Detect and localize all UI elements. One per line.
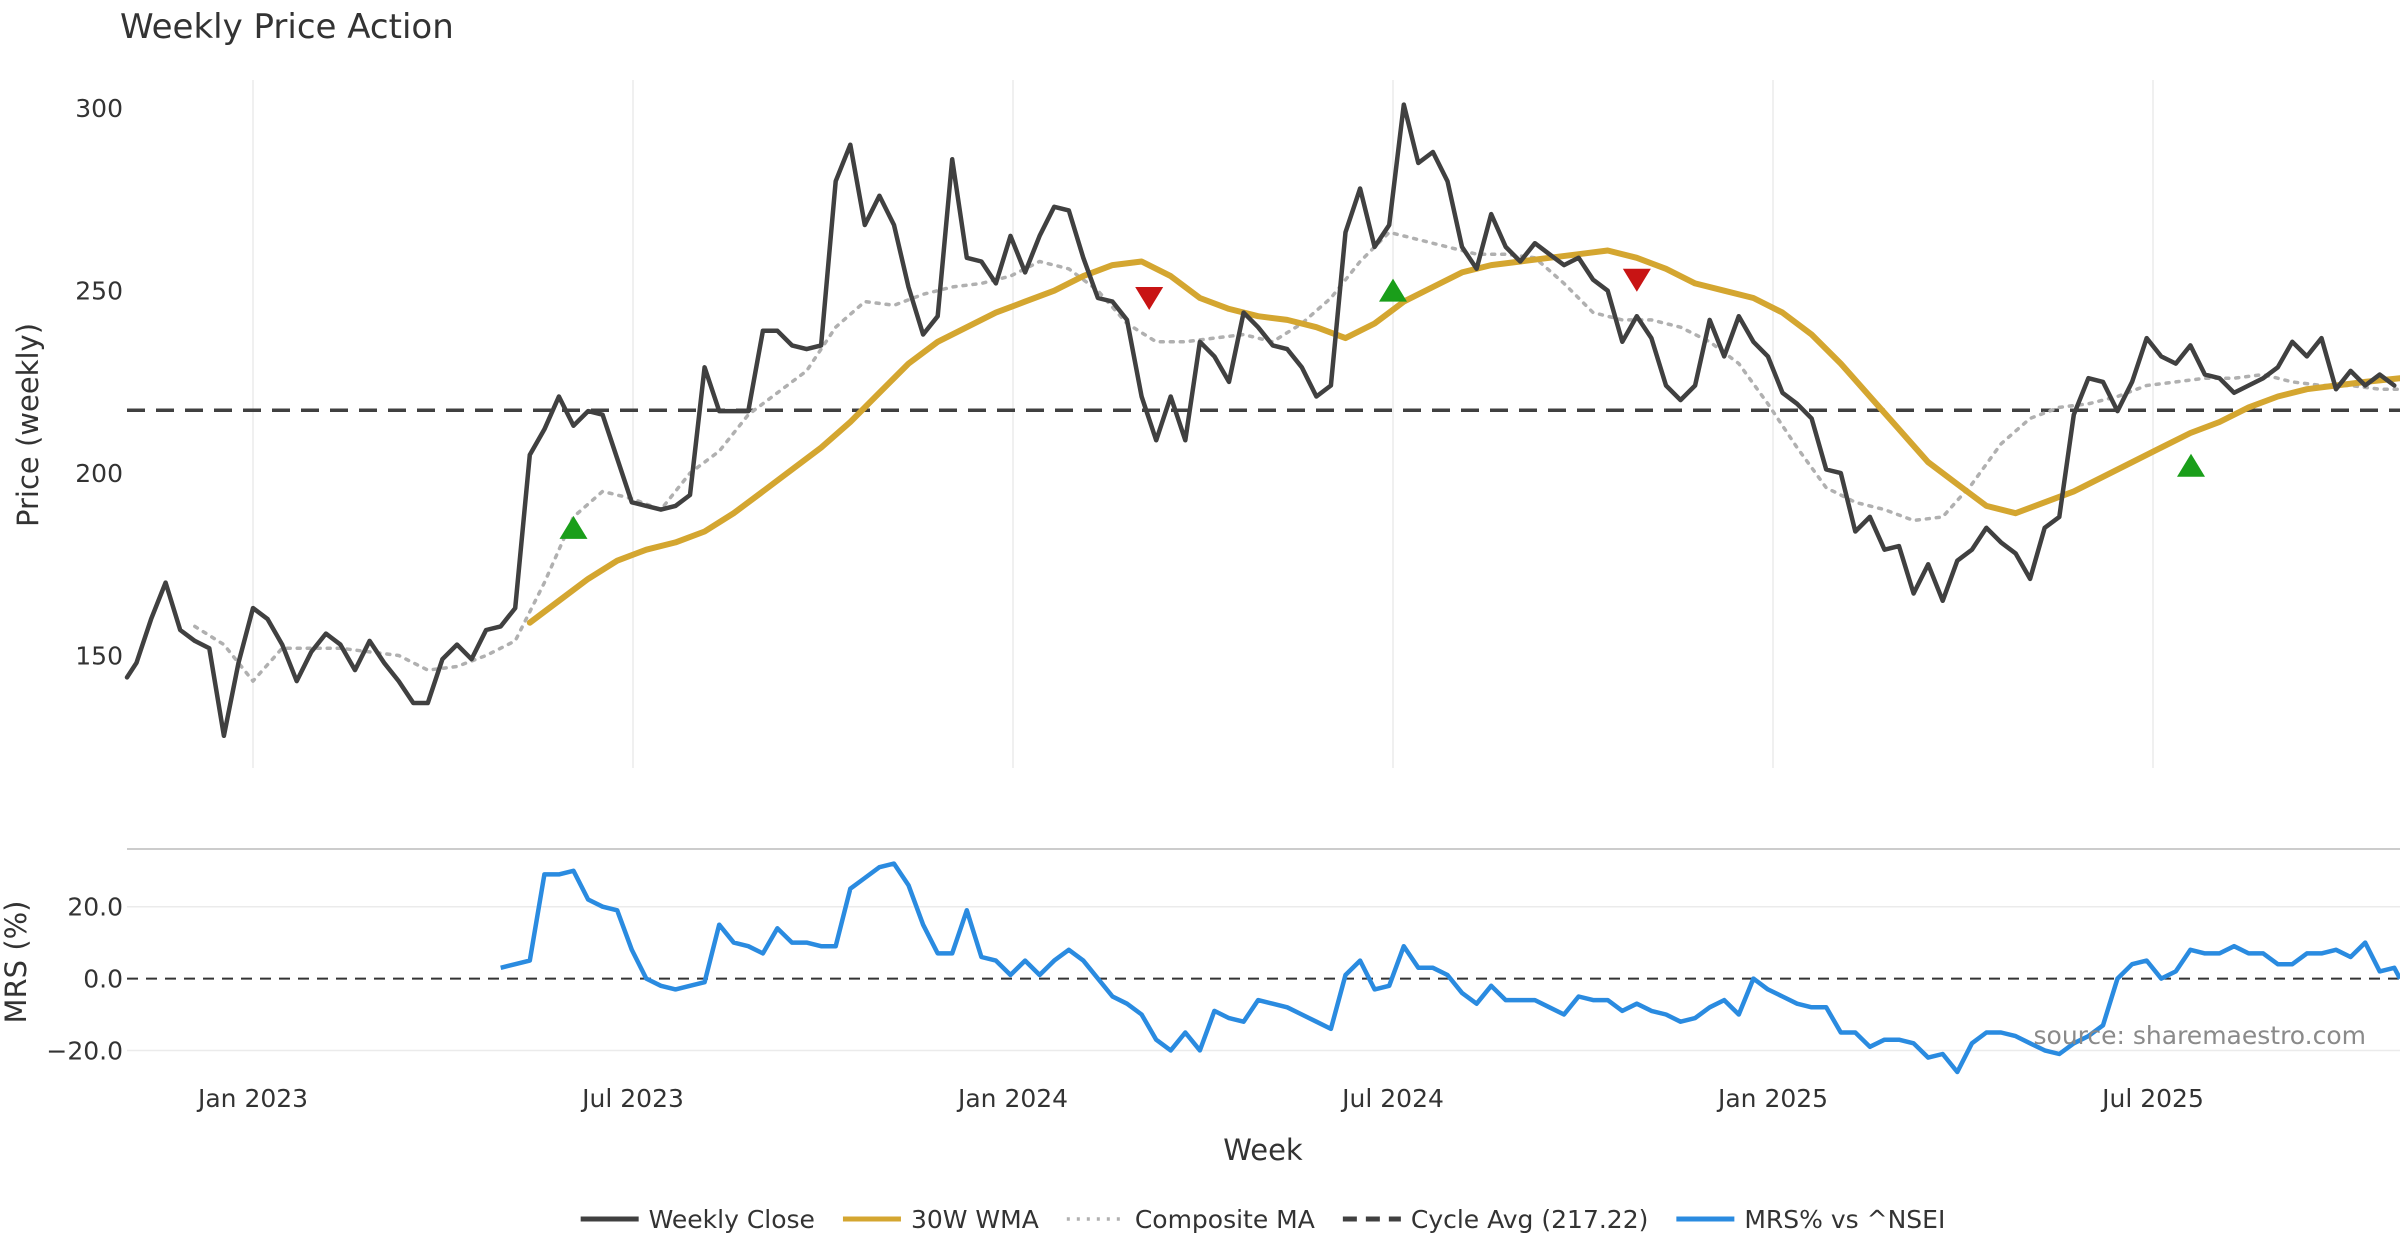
signal-markers — [559, 268, 2206, 539]
x-axis: Jan 2023 Jul 2023 Jan 2024 Jul 2024 Jan 2025… — [196, 1084, 2204, 1113]
x-tick-label: Jul 2023 — [580, 1084, 684, 1113]
mrs-y-axis-label: MRS (%) — [0, 901, 33, 1024]
legend-label-composite-ma: Composite MA — [1135, 1205, 1315, 1234]
mrs-y-axis: 20.0 0.0 −20.0 — [46, 893, 123, 1066]
mrs-panel-grid — [127, 905, 2400, 1052]
x-tick-label: Jul 2025 — [2100, 1084, 2204, 1113]
mrs-y-tick-label: 20.0 — [67, 893, 123, 922]
x-tick-label: Jan 2023 — [196, 1084, 308, 1113]
price-y-tick-label: 200 — [75, 459, 123, 488]
price-panel-grid — [252, 80, 2154, 768]
sell-signal-marker — [1135, 286, 1164, 310]
legend-label-weekly-close: Weekly Close — [649, 1205, 815, 1234]
legend-label-30w-wma: 30W WMA — [911, 1205, 1039, 1234]
price-y-tick-label: 150 — [75, 642, 123, 671]
mrs-y-tick-label: 0.0 — [83, 965, 123, 994]
chart-title: Weekly Price Action — [120, 7, 454, 47]
legend-label-mrs-vs-nsei: MRS% vs ^NSEI — [1744, 1205, 1945, 1234]
price-y-tick-label: 250 — [75, 277, 123, 306]
x-tick-label: Jan 2025 — [1716, 1084, 1828, 1113]
series-line-30w-wma — [526, 247, 2400, 626]
legend-label-cycle-avg-217-22: Cycle Avg (217.22) — [1411, 1205, 1649, 1234]
sell-signal-marker — [1622, 268, 1651, 292]
buy-signal-marker — [2177, 453, 2206, 477]
price-series-group — [124, 102, 2400, 739]
x-tick-label: Jul 2024 — [1340, 1084, 1444, 1113]
x-axis-label: Week — [1223, 1133, 1303, 1167]
buy-signal-marker — [1379, 278, 1408, 302]
legend: Weekly Close 30W WMA Composite MA Cycle Avg… — [580, 1205, 1945, 1234]
mrs-y-tick-label: −20.0 — [46, 1036, 123, 1065]
source-annotation: source: sharemaestro.com — [2034, 1021, 2367, 1050]
x-tick-label: Jan 2024 — [956, 1084, 1068, 1113]
mrs-series-group — [127, 861, 2400, 1075]
price-y-axis: 150 200 250 300 — [75, 94, 123, 670]
series-line-mrs-vs-nsei — [500, 861, 2400, 1075]
price-y-tick-label: 300 — [75, 94, 123, 123]
price-y-axis-label: Price (weekly) — [11, 323, 45, 527]
buy-signal-marker — [559, 515, 588, 539]
series-line-weekly-close — [124, 102, 2397, 739]
